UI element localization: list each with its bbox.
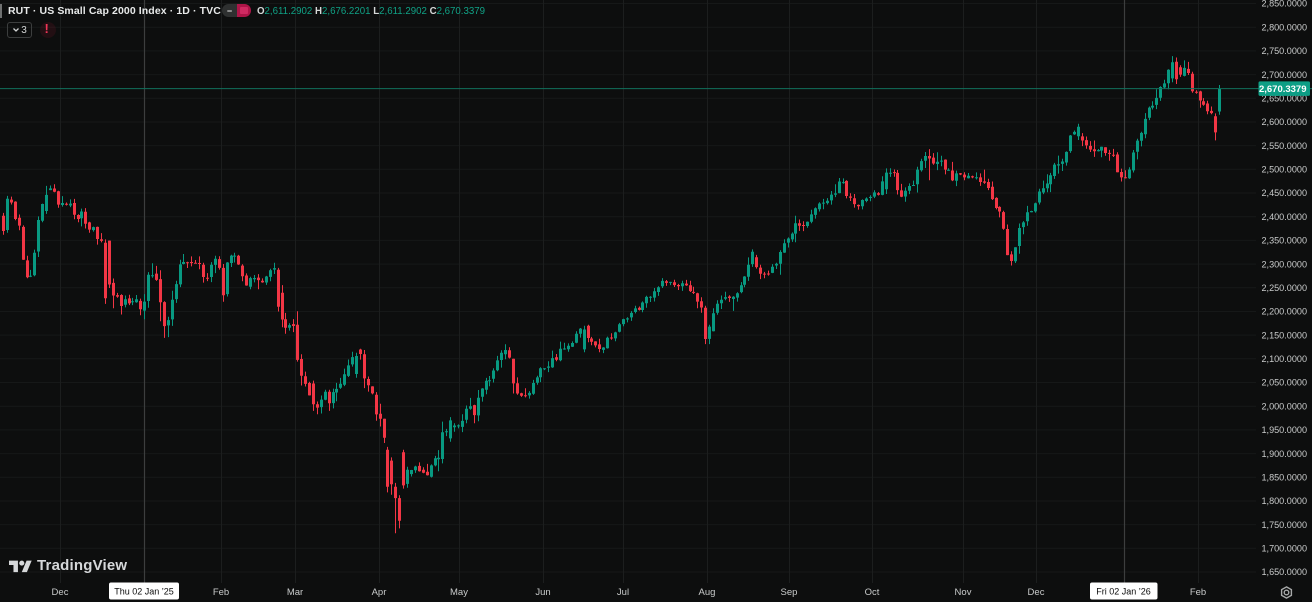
svg-text:1,650.0000: 1,650.0000 (1261, 567, 1307, 577)
svg-text:Feb: Feb (213, 587, 229, 598)
svg-text:Oct: Oct (865, 587, 880, 598)
svg-text:2,800.0000: 2,800.0000 (1261, 22, 1307, 32)
svg-text:Fri 02 Jan ’26: Fri 02 Jan ’26 (1096, 586, 1151, 596)
svg-text:2,500.0000: 2,500.0000 (1261, 165, 1307, 175)
svg-text:2,400.0000: 2,400.0000 (1261, 212, 1307, 222)
svg-text:Feb: Feb (1190, 587, 1206, 598)
svg-text:2,750.0000: 2,750.0000 (1261, 46, 1307, 56)
svg-text:1,700.0000: 1,700.0000 (1261, 544, 1307, 554)
svg-text:2,650.0000: 2,650.0000 (1261, 94, 1307, 104)
svg-text:Aug: Aug (699, 587, 716, 598)
svg-text:2,700.0000: 2,700.0000 (1261, 70, 1307, 80)
svg-text:1,900.0000: 1,900.0000 (1261, 449, 1307, 459)
svg-text:2,150.0000: 2,150.0000 (1261, 330, 1307, 340)
svg-text:2,250.0000: 2,250.0000 (1261, 283, 1307, 293)
svg-text:2,050.0000: 2,050.0000 (1261, 378, 1307, 388)
svg-text:Dec: Dec (52, 587, 69, 598)
svg-text:2,300.0000: 2,300.0000 (1261, 259, 1307, 269)
svg-text:Mar: Mar (287, 587, 303, 598)
svg-text:Apr: Apr (372, 587, 387, 598)
svg-text:2,850.0000: 2,850.0000 (1261, 0, 1307, 9)
svg-text:2,000.0000: 2,000.0000 (1261, 401, 1307, 411)
svg-text:2,600.0000: 2,600.0000 (1261, 117, 1307, 127)
svg-text:1,750.0000: 1,750.0000 (1261, 520, 1307, 530)
svg-text:Thu 02 Jan ’25: Thu 02 Jan ’25 (114, 586, 174, 596)
svg-text:Sep: Sep (781, 587, 798, 598)
svg-text:2,350.0000: 2,350.0000 (1261, 236, 1307, 246)
svg-text:Dec: Dec (1028, 587, 1045, 598)
svg-text:2,100.0000: 2,100.0000 (1261, 354, 1307, 364)
svg-text:2,450.0000: 2,450.0000 (1261, 188, 1307, 198)
svg-text:Jun: Jun (535, 587, 550, 598)
svg-text:2,550.0000: 2,550.0000 (1261, 141, 1307, 151)
svg-text:Jul: Jul (617, 587, 629, 598)
svg-text:1,800.0000: 1,800.0000 (1261, 496, 1307, 506)
svg-text:2,670.3379: 2,670.3379 (1259, 84, 1307, 95)
svg-text:May: May (450, 587, 468, 598)
svg-text:2,200.0000: 2,200.0000 (1261, 307, 1307, 317)
svg-text:Nov: Nov (955, 587, 972, 598)
svg-text:1,850.0000: 1,850.0000 (1261, 473, 1307, 483)
svg-text:1,950.0000: 1,950.0000 (1261, 425, 1307, 435)
